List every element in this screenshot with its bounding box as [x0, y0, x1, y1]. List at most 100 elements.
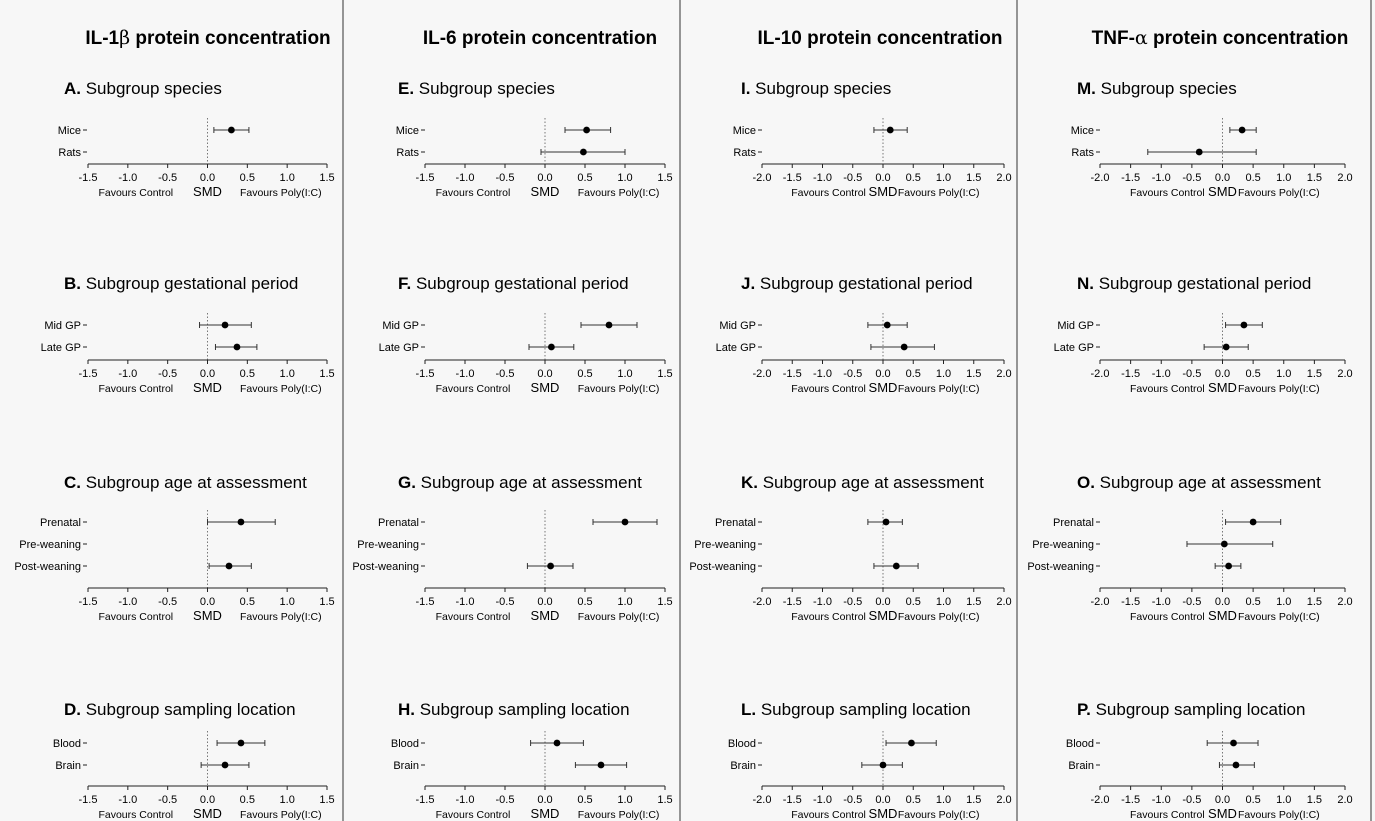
x-tick-label: 1.5	[657, 794, 672, 806]
x-tick-label: -2.0	[1091, 794, 1110, 806]
x-tick-label: -2.0	[1091, 172, 1110, 184]
x-tick-label: 0.0	[875, 794, 890, 806]
smd-label: SMD	[1208, 608, 1237, 623]
forest-panel: G. Subgroup age at assessment -1.5 -1.0 -0.…	[352, 473, 672, 623]
x-tick-label: 0.0	[875, 368, 890, 380]
row-label: Mid GP	[1057, 320, 1094, 332]
favours-polyic-label: Favours Poly(I:C)	[898, 611, 980, 623]
smd-point	[1225, 562, 1233, 570]
row-label: Pre-weaning	[1032, 539, 1094, 551]
favours-control-label: Favours Control	[436, 383, 511, 395]
x-tick-label: -2.0	[1091, 368, 1110, 380]
x-tick-label: 1.5	[966, 172, 981, 184]
smd-label: SMD	[869, 806, 898, 821]
smd-label: SMD	[1208, 380, 1237, 395]
column-header-cytokine: IL-10	[758, 28, 802, 49]
favours-polyic-label: Favours Poly(I:C)	[1238, 611, 1320, 623]
smd-label: SMD	[531, 380, 560, 395]
x-tick-label: 1.0	[936, 368, 951, 380]
forest-panel: I. Subgroup species -2.0 -1.5 -1.0 -0.5 0.0 0.…	[733, 79, 1012, 199]
x-tick-label: -0.5	[1182, 596, 1201, 608]
panel-subtitle: Subgroup species	[81, 79, 222, 98]
panel-subtitle: Subgroup sampling location	[756, 700, 971, 719]
favours-polyic-label: Favours Poly(I:C)	[240, 611, 322, 623]
row-label: Mice	[733, 125, 756, 137]
favours-control-label: Favours Control	[1130, 187, 1205, 199]
smd-label: SMD	[193, 184, 222, 199]
x-tick-label: -1.0	[118, 368, 137, 380]
favours-polyic-label: Favours Poly(I:C)	[1238, 187, 1320, 199]
x-tick-label: -1.5	[1121, 368, 1140, 380]
panel-title: N. Subgroup gestational period	[1077, 274, 1311, 293]
row-label: Mice	[58, 125, 81, 137]
smd-point	[225, 562, 233, 570]
x-tick-label: 0.5	[577, 368, 592, 380]
column-header-greek: α	[1135, 27, 1148, 49]
forest-panel: B. Subgroup gestational period -1.5 -1.0 -0…	[41, 274, 335, 395]
favours-control-label: Favours Control	[98, 383, 173, 395]
row-label: Prenatal	[1053, 517, 1094, 529]
favours-control-label: Favours Control	[436, 809, 511, 821]
smd-point	[1222, 343, 1230, 351]
row-label: Late GP	[716, 342, 756, 354]
panel-letter: M.	[1077, 79, 1096, 98]
smd-point	[1195, 148, 1203, 156]
x-tick-label: -1.0	[1152, 794, 1171, 806]
x-tick-label: -2.0	[753, 794, 772, 806]
panel-title: J. Subgroup gestational period	[741, 274, 973, 293]
x-tick-label: 0.5	[906, 172, 921, 184]
smd-point	[879, 761, 887, 769]
smd-label: SMD	[1208, 184, 1237, 199]
x-tick-label: 0.0	[537, 368, 552, 380]
row-label: Rats	[58, 147, 81, 159]
row-label: Brain	[393, 760, 419, 772]
smd-point	[237, 518, 245, 526]
row-label: Late GP	[41, 342, 81, 354]
panel-title: D. Subgroup sampling location	[64, 700, 296, 719]
panel-subtitle: Subgroup species	[750, 79, 891, 98]
x-tick-label: -1.0	[1152, 596, 1171, 608]
row-label: Mice	[396, 125, 419, 137]
x-tick-label: 0.5	[577, 794, 592, 806]
panel-letter: I.	[741, 79, 750, 98]
column-header: IL-6 protein concentration	[423, 28, 657, 49]
x-tick-label: 0.5	[577, 172, 592, 184]
row-label: Blood	[53, 738, 81, 750]
favours-polyic-label: Favours Poly(I:C)	[898, 383, 980, 395]
panel-subtitle: Subgroup species	[414, 79, 555, 98]
panel-letter: K.	[741, 473, 758, 492]
smd-label: SMD	[531, 806, 560, 821]
row-label: Brain	[1068, 760, 1094, 772]
panel-title: C. Subgroup age at assessment	[64, 473, 307, 492]
panel-subtitle: Subgroup species	[1096, 79, 1237, 98]
panel-title: P. Subgroup sampling location	[1077, 700, 1305, 719]
smd-point	[548, 343, 555, 351]
row-label: Late GP	[1054, 342, 1094, 354]
smd-point	[1230, 739, 1237, 747]
smd-point	[597, 761, 605, 769]
forest-panel: D. Subgroup sampling location -1.5 -1.0 -0.…	[53, 700, 335, 821]
x-tick-label: -1.5	[416, 794, 435, 806]
panel-title: H. Subgroup sampling location	[398, 700, 630, 719]
x-tick-label: -1.5	[416, 368, 435, 380]
x-tick-label: -1.5	[79, 596, 98, 608]
x-tick-label: 2.0	[1337, 794, 1352, 806]
column-header-cytokine: IL-6	[423, 28, 457, 49]
x-tick-label: -0.5	[843, 596, 862, 608]
x-tick-label: -1.5	[1121, 596, 1140, 608]
smd-point	[882, 518, 890, 526]
x-tick-label: 1.5	[657, 368, 672, 380]
x-tick-label: 0.5	[1245, 794, 1260, 806]
x-tick-label: -0.5	[496, 368, 515, 380]
x-tick-label: 1.5	[966, 794, 981, 806]
x-tick-label: -1.5	[416, 172, 435, 184]
smd-label: SMD	[531, 184, 560, 199]
x-tick-label: -0.5	[496, 596, 515, 608]
panel-title: K. Subgroup age at assessment	[741, 473, 984, 492]
panel-title: L. Subgroup sampling location	[741, 700, 971, 719]
panel-letter: B.	[64, 274, 81, 293]
panel-letter: N.	[1077, 274, 1094, 293]
x-tick-label: -0.5	[1182, 794, 1201, 806]
x-tick-label: 1.0	[1276, 794, 1291, 806]
x-tick-label: 1.0	[936, 794, 951, 806]
